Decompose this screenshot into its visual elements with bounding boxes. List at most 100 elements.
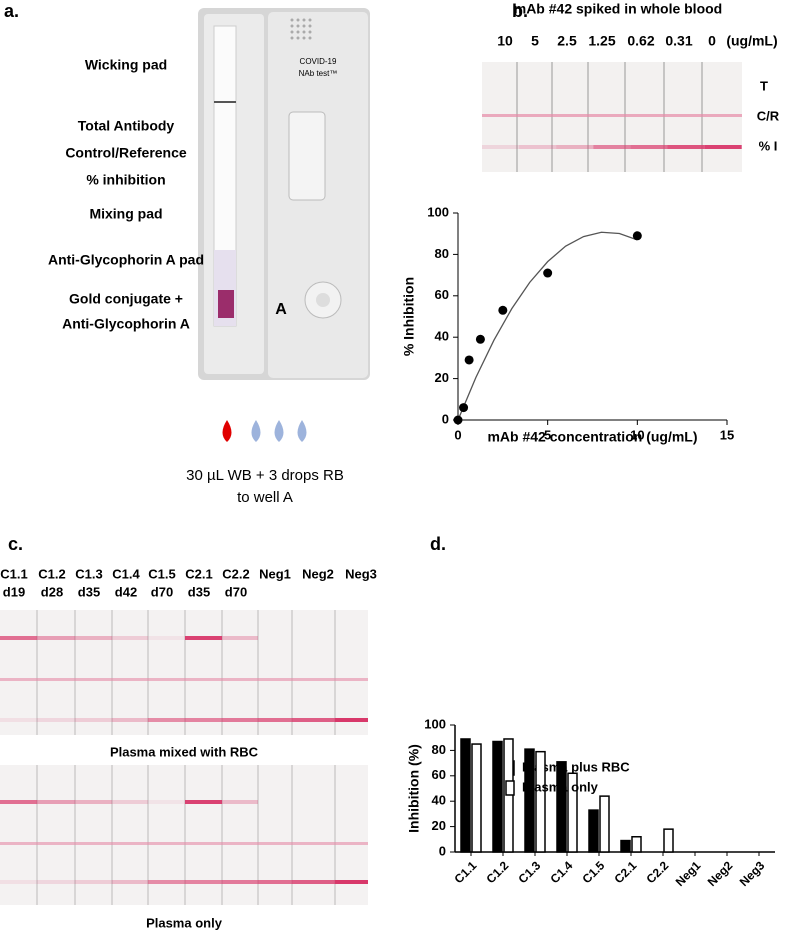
- band: [593, 145, 631, 149]
- cassette-text: COVID-19: [300, 57, 337, 66]
- lane-label: d42: [115, 584, 137, 599]
- band: [258, 880, 292, 884]
- bar: [567, 772, 578, 853]
- legend-label: Plasma plus RBC: [522, 759, 630, 774]
- band: [112, 880, 148, 884]
- cassette: [198, 8, 370, 380]
- band: [0, 718, 37, 722]
- caption: Plasma mixed with RBC: [110, 744, 259, 759]
- band: [482, 145, 520, 149]
- bar: [556, 761, 567, 853]
- band: [222, 880, 258, 884]
- x-tick-label: 10: [630, 427, 644, 442]
- band: [185, 718, 222, 722]
- y-tick-label: 20: [432, 818, 446, 833]
- band: [37, 636, 75, 640]
- bar: [620, 839, 631, 853]
- band: [519, 145, 557, 149]
- y-tick-label: 0: [442, 411, 449, 426]
- point: [464, 355, 474, 365]
- part-label: Anti-Glycophorin A pad: [48, 252, 204, 268]
- bar: [524, 748, 535, 853]
- x-tick-label: C2.2: [644, 858, 672, 886]
- part-label: Anti-Glycophorin A: [62, 316, 190, 332]
- band: [37, 880, 75, 884]
- y-axis-label: % Inhibition: [401, 277, 417, 356]
- concentration: 5: [531, 33, 539, 49]
- well-label: A: [275, 301, 287, 318]
- band: [335, 880, 368, 884]
- panel-title: mAb #42 spiked in whole blood: [514, 1, 722, 17]
- band: [75, 718, 112, 722]
- strip-photo: [0, 765, 368, 905]
- lane-label: C2.1: [185, 566, 212, 581]
- lane-label: d35: [78, 584, 100, 599]
- band: [0, 880, 37, 884]
- lane-label: Neg1: [259, 566, 291, 581]
- x-tick-label: C1.2: [484, 858, 512, 886]
- band: [292, 718, 335, 722]
- x-axis-label: mAb #42 concentration (ug/mL): [487, 429, 697, 445]
- y-axis-label: Inhibition (%): [406, 744, 422, 833]
- y-tick-label: 0: [439, 843, 446, 858]
- y-tick-label: 80: [435, 246, 449, 261]
- lane-label: C1.5: [148, 566, 175, 581]
- band: [148, 718, 185, 722]
- x-tick-label: 5: [544, 427, 551, 442]
- band: [0, 636, 37, 640]
- drops: [222, 420, 307, 442]
- line-label: % I: [759, 138, 778, 153]
- legend-swatch: [505, 780, 515, 796]
- y-tick-label: 60: [432, 767, 446, 782]
- band: [292, 880, 335, 884]
- bar: [588, 809, 599, 853]
- band: [185, 800, 222, 804]
- lane-label: C1.1: [0, 566, 27, 581]
- lane-label: C1.3: [75, 566, 102, 581]
- y-tick-label: 60: [435, 287, 449, 302]
- part-label: Mixing pad: [89, 206, 162, 222]
- band: [0, 800, 37, 804]
- y-tick-label: 20: [435, 370, 449, 385]
- x-tick-label: Neg1: [673, 858, 704, 889]
- x-tick-label: C1.4: [548, 858, 576, 886]
- lane-label: d28: [41, 584, 63, 599]
- x-tick-label: Neg2: [705, 858, 736, 889]
- panel-letter: b.: [512, 1, 528, 21]
- x-tick-label: C1.1: [452, 858, 480, 886]
- lane-label: d70: [151, 584, 173, 599]
- band: [222, 718, 258, 722]
- lane-label: d70: [225, 584, 247, 599]
- lane-label: d19: [3, 584, 25, 599]
- concentration: 0.31: [665, 33, 692, 49]
- band: [75, 636, 112, 640]
- strip-photo: [482, 62, 742, 172]
- concentration: 0.62: [627, 33, 654, 49]
- point: [453, 415, 463, 425]
- band: [0, 678, 368, 681]
- band: [185, 880, 222, 884]
- band: [335, 718, 368, 722]
- caption: Plasma only: [146, 915, 223, 930]
- point: [632, 231, 642, 241]
- x-tick-label: 15: [720, 427, 734, 442]
- x-tick-label: C2.1: [612, 858, 640, 886]
- band: [75, 880, 112, 884]
- part-label: Total Antibody: [78, 118, 175, 134]
- band: [37, 800, 75, 804]
- y-tick-label: 40: [435, 329, 449, 344]
- bar: [492, 740, 503, 853]
- band: [148, 800, 185, 804]
- y-tick-label: 100: [427, 204, 449, 219]
- part-label: Wicking pad: [85, 57, 167, 73]
- band: [482, 114, 742, 117]
- caption: to well A: [237, 489, 293, 506]
- concentration: (ug/mL): [726, 33, 777, 49]
- band: [112, 800, 148, 804]
- band: [704, 145, 742, 149]
- band: [75, 800, 112, 804]
- point: [543, 268, 553, 278]
- band: [556, 145, 594, 149]
- bar: [535, 750, 546, 853]
